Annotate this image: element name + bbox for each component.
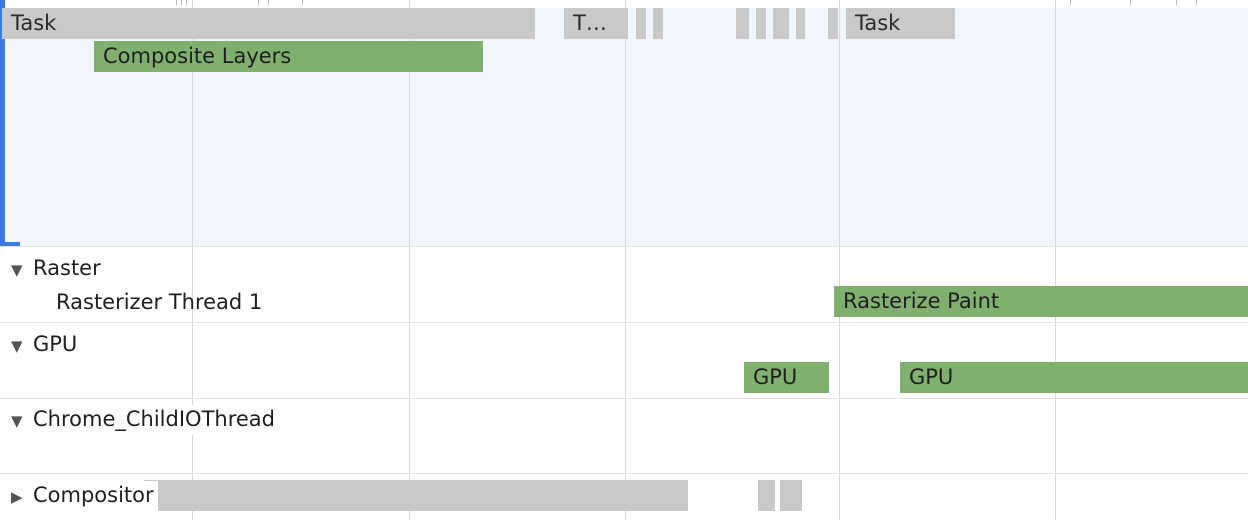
grid-line: [409, 0, 410, 520]
track-separator: [0, 322, 1248, 323]
triangle-down-icon[interactable]: ▼: [11, 412, 23, 430]
ruler-tick: [181, 0, 182, 5]
compositor-event[interactable]: [144, 480, 688, 511]
triangle-right-icon[interactable]: ▶: [11, 488, 23, 506]
ruler-tick: [302, 0, 303, 5]
task-event[interactable]: [773, 8, 789, 39]
compositor-event[interactable]: [780, 480, 802, 511]
ruler-tick: [176, 0, 177, 5]
triangle-down-icon[interactable]: ▼: [11, 337, 23, 355]
triangle-down-icon[interactable]: ▼: [11, 261, 23, 279]
task-event[interactable]: [636, 8, 646, 39]
ruler-tick: [258, 0, 259, 5]
composite-layers-event[interactable]: Composite Layers: [94, 41, 483, 72]
raster-track-label: Raster: [33, 256, 101, 280]
task-event[interactable]: Task: [846, 8, 955, 39]
timeline-ruler-strip: [0, 0, 1248, 8]
rasterize-paint-event[interactable]: Rasterize Paint: [834, 286, 1248, 317]
grid-line: [1055, 0, 1056, 520]
task-event[interactable]: [756, 8, 766, 39]
raster-track-header[interactable]: ▼ Raster: [11, 254, 105, 284]
grid-line: [839, 0, 840, 520]
task-event[interactable]: [653, 8, 663, 39]
task-event[interactable]: [828, 8, 838, 39]
ruler-tick: [1070, 0, 1071, 5]
io-thread-track-header[interactable]: ▼ Chrome_ChildIOThread: [11, 405, 279, 435]
task-event[interactable]: [736, 8, 749, 39]
compositor-event[interactable]: [758, 480, 775, 511]
grid-line: [192, 0, 193, 520]
track-separator: [0, 473, 1248, 474]
gpu-track-label: GPU: [33, 332, 78, 356]
task-event[interactable]: T…: [564, 8, 628, 39]
ruler-tick: [1196, 0, 1197, 5]
track-separator: [0, 398, 1248, 399]
task-event[interactable]: Task: [2, 8, 535, 39]
selection-indicator: [0, 0, 5, 246]
ruler-tick: [1176, 0, 1177, 5]
selection-indicator-foot: [0, 242, 20, 246]
gpu-event[interactable]: GPU: [900, 362, 1248, 393]
track-separator: [0, 246, 1248, 247]
ruler-tick: [186, 0, 187, 5]
io-thread-track-label: Chrome_ChildIOThread: [33, 407, 275, 431]
task-event[interactable]: [796, 8, 805, 39]
grid-line: [625, 0, 626, 520]
ruler-tick: [268, 0, 269, 5]
compositor-track-header[interactable]: ▶ Compositor: [11, 481, 158, 511]
gpu-track-header[interactable]: ▼ GPU: [11, 330, 82, 360]
gpu-event[interactable]: GPU: [744, 362, 829, 393]
rasterizer-thread-label: Rasterizer Thread 1: [56, 290, 263, 314]
ruler-tick: [1130, 0, 1131, 5]
compositor-track-label: Compositor: [33, 483, 154, 507]
